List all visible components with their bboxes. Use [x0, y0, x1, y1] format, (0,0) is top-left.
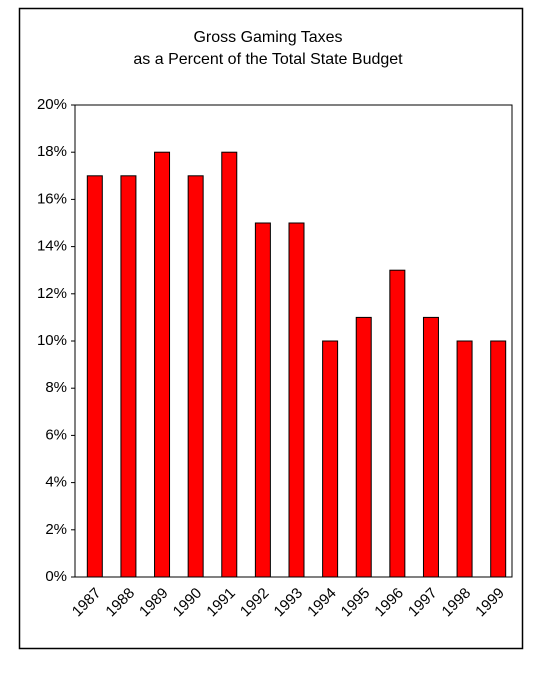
x-tick-label: 1988 [102, 585, 138, 621]
bar [456, 340, 473, 578]
x-tick-label: 1987 [69, 585, 105, 621]
y-tick-label: 14% [37, 238, 67, 255]
y-tick-label: 12% [37, 285, 67, 302]
x-tick-label: 1990 [170, 585, 206, 621]
x-tick-label: 1996 [371, 585, 407, 621]
bar [120, 175, 137, 578]
bar [288, 222, 305, 578]
x-tick-label: 1993 [271, 585, 307, 621]
x-tick-label: 1999 [472, 585, 508, 621]
bar [154, 151, 171, 578]
y-tick-label: 10% [37, 332, 67, 349]
bar [221, 151, 238, 578]
x-tick-label: 1995 [338, 585, 374, 621]
chart-title: Gross Gaming Taxes [193, 29, 342, 46]
x-tick-label: 1998 [439, 585, 475, 621]
bar [254, 222, 271, 578]
y-tick-label: 18% [37, 143, 67, 160]
y-tick-label: 16% [37, 190, 67, 207]
x-tick-label: 1989 [136, 585, 172, 621]
bar [422, 316, 439, 578]
bar [86, 175, 103, 578]
bar [389, 269, 406, 578]
y-tick-label: 20% [37, 96, 67, 113]
x-tick-label: 1991 [203, 585, 239, 621]
outer-frame [18, 7, 524, 650]
bar [187, 175, 204, 578]
x-tick-label: 1997 [405, 585, 441, 621]
y-tick-label: 6% [45, 426, 67, 443]
x-tick-label: 1994 [304, 585, 340, 621]
chart-subtitle: as a Percent of the Total State Budget [133, 51, 403, 68]
bar [490, 340, 507, 578]
bar [322, 340, 339, 578]
y-tick-label: 0% [45, 568, 67, 585]
y-tick-label: 4% [45, 474, 67, 491]
x-tick-label: 1992 [237, 585, 273, 621]
y-tick-label: 2% [45, 521, 67, 538]
bar [355, 316, 372, 578]
y-tick-label: 8% [45, 379, 67, 396]
